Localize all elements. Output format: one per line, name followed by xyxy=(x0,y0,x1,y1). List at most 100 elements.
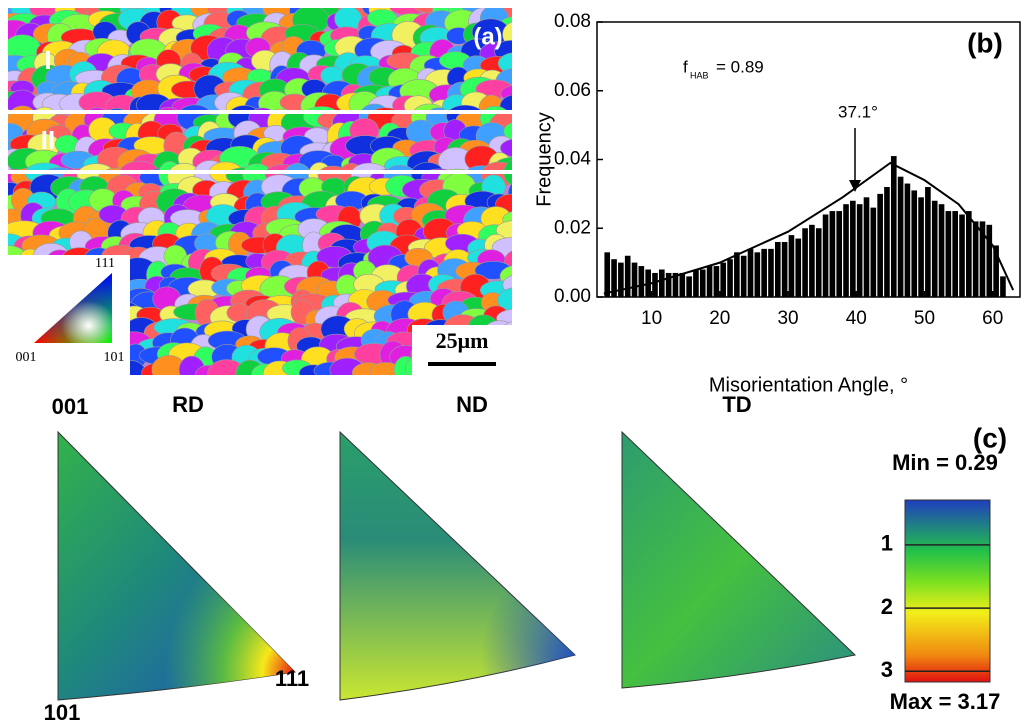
grain xyxy=(497,287,512,313)
annotation: f xyxy=(683,57,688,76)
colorbar-tick-label: 2 xyxy=(881,594,893,619)
bar xyxy=(795,238,802,297)
grain xyxy=(500,138,512,158)
y-tick-label: 0.06 xyxy=(554,80,591,101)
annotation-sub: HAB xyxy=(690,70,709,80)
y-tick-label: 0.02 xyxy=(554,217,591,238)
arrow-head xyxy=(849,180,861,192)
bar xyxy=(727,259,733,297)
bar xyxy=(781,242,788,297)
y-tick-label: 0.00 xyxy=(554,286,591,307)
bar xyxy=(679,272,686,297)
annotation: 37.1° xyxy=(838,102,878,121)
bar xyxy=(843,204,849,297)
bar xyxy=(877,193,883,297)
bar xyxy=(959,214,965,297)
bar xyxy=(809,224,815,297)
colorbar xyxy=(904,499,991,683)
bar xyxy=(850,200,856,297)
bar xyxy=(931,200,938,297)
ipf-key xyxy=(34,273,112,343)
bar xyxy=(788,235,795,297)
bar xyxy=(925,187,931,297)
colorbar-max: Max = 3.17 xyxy=(890,689,1001,714)
bar xyxy=(897,176,904,297)
annotation: = 0.89 xyxy=(716,57,764,76)
fit-curve xyxy=(603,161,1015,295)
bar xyxy=(699,269,706,297)
grain xyxy=(497,52,512,74)
bar xyxy=(624,255,631,297)
bar xyxy=(618,262,624,297)
region-label: II xyxy=(41,125,55,155)
bar xyxy=(911,190,918,297)
region-label: I xyxy=(44,45,51,75)
grain xyxy=(503,122,512,141)
bar xyxy=(672,272,679,297)
bar xyxy=(979,221,986,297)
pole-label: 101 xyxy=(44,700,81,725)
bar xyxy=(836,211,843,297)
bar xyxy=(754,252,761,297)
bar xyxy=(918,197,924,297)
bar xyxy=(611,259,617,297)
x-tick-label: 60 xyxy=(982,308,1003,329)
histogram: 0.00 0.02 0.04 0.06 0.08 10 20 30 40 50 60 Misorien… xyxy=(533,11,1021,396)
ipf-key-label: 101 xyxy=(104,350,125,365)
bar xyxy=(952,211,958,297)
panel-label: (b) xyxy=(967,27,1003,58)
pole-figures xyxy=(57,430,857,701)
colorbar-min: Min = 0.29 xyxy=(892,450,998,475)
scale-box xyxy=(412,325,512,375)
bar xyxy=(993,245,999,297)
bar xyxy=(945,211,952,297)
panel-label: (c) xyxy=(973,422,1007,453)
panel-label: (a) xyxy=(473,23,502,50)
bar xyxy=(938,204,945,297)
bar xyxy=(638,266,645,297)
bar xyxy=(768,248,774,297)
grain xyxy=(8,123,24,141)
bar xyxy=(822,214,829,297)
bar xyxy=(972,221,979,297)
bar xyxy=(890,156,897,297)
bar xyxy=(604,252,611,297)
bar xyxy=(740,255,747,297)
bar xyxy=(986,224,993,297)
y-tick-label: 0.08 xyxy=(554,11,591,32)
ipf-key-label: 001 xyxy=(16,350,37,365)
bar xyxy=(706,266,713,297)
pole-label: 001 xyxy=(52,394,89,419)
bar xyxy=(734,252,740,297)
bar xyxy=(1000,276,1006,297)
direction-label: RD xyxy=(172,392,204,417)
pole-label: 111 xyxy=(275,666,309,691)
colorbar-tick-label: 1 xyxy=(881,531,893,556)
y-tick-label: 0.04 xyxy=(554,149,591,170)
bar xyxy=(863,197,870,297)
bar xyxy=(870,207,877,297)
bar xyxy=(802,228,808,297)
bar xyxy=(659,269,665,297)
x-tick-label: 20 xyxy=(709,308,730,329)
ipf-key-label: 111 xyxy=(95,256,115,271)
scale-bar-label: 25μm xyxy=(436,328,489,353)
direction-label: TD xyxy=(722,392,751,417)
bar xyxy=(884,187,890,297)
bar xyxy=(665,272,672,297)
bar xyxy=(815,228,822,297)
x-tick-label: 40 xyxy=(846,308,867,329)
bar xyxy=(720,262,727,297)
x-axis-label: Misorientation Angle, ° xyxy=(709,374,908,396)
bar xyxy=(631,262,638,297)
x-tick-label: 10 xyxy=(641,308,662,329)
bar xyxy=(713,266,720,297)
x-tick-label: 30 xyxy=(777,308,798,329)
bar xyxy=(829,211,836,297)
bar xyxy=(966,211,972,297)
colorbar-tick-label: 3 xyxy=(881,657,893,682)
bar xyxy=(747,248,754,297)
bar xyxy=(652,272,658,297)
direction-label: ND xyxy=(456,392,488,417)
